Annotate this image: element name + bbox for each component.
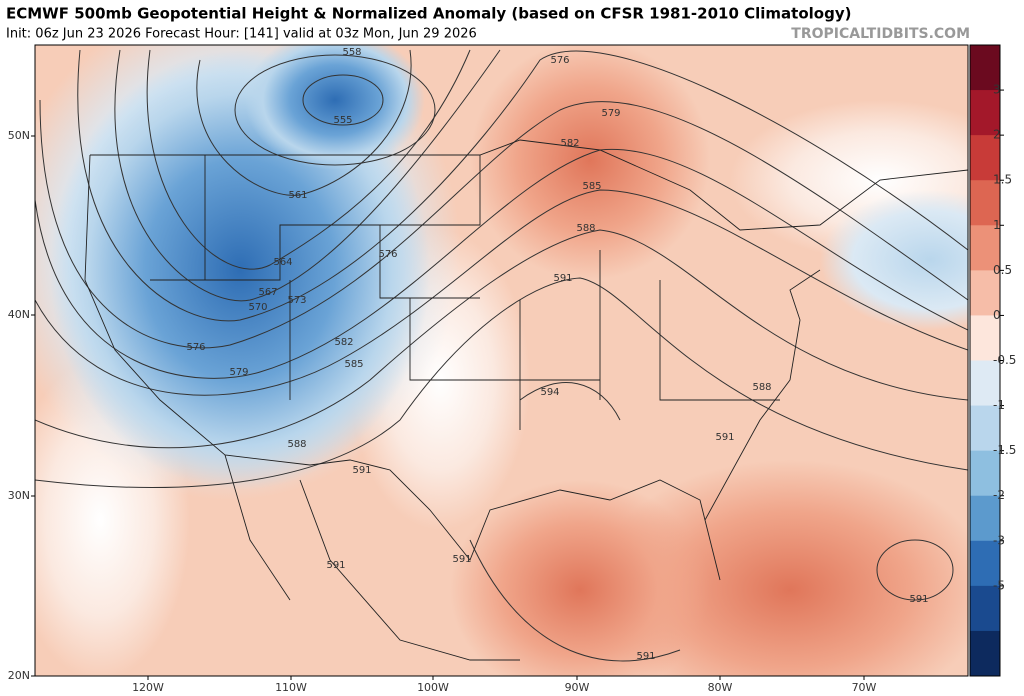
colorbar-segment	[970, 180, 1000, 226]
contour-label: 582	[560, 138, 579, 149]
contour	[35, 229, 968, 449]
colorbar-label: 0.5	[993, 263, 1012, 277]
border	[90, 139, 968, 231]
lat-label: 20N	[8, 669, 30, 682]
contour-label: 591	[909, 594, 928, 605]
lat-label: 50N	[8, 129, 30, 142]
contour	[77, 49, 968, 322]
contour	[519, 382, 621, 421]
contour-label: 579	[601, 108, 620, 119]
colorbar-label: -1	[993, 398, 1005, 412]
contour-label: 585	[582, 181, 601, 192]
border	[224, 454, 520, 661]
contour-label: 570	[248, 302, 267, 313]
lon-label: 70W	[852, 681, 877, 694]
colorbar-segment	[970, 270, 1000, 316]
anomaly-field	[820, 190, 968, 330]
contour-label: 585	[344, 359, 363, 370]
contour-label: 591	[715, 432, 734, 443]
colorbar-segment	[970, 360, 1000, 407]
colorbar-segment	[970, 90, 1000, 136]
contour-label: 588	[287, 439, 306, 450]
contour-label: 591	[636, 651, 655, 662]
contour-label: 588	[576, 223, 595, 234]
contour	[35, 277, 968, 488]
title: ECMWF 500mb Geopotential Height & Normal…	[6, 5, 851, 23]
lon-label: 120W	[132, 681, 164, 694]
colorbar-segment	[970, 450, 1000, 497]
colorbar-segment	[970, 135, 1000, 181]
subtitle: Init: 06z Jun 23 2026 Forecast Hour: [14…	[6, 27, 477, 42]
lon-label: 90W	[565, 681, 590, 694]
colorbar-segment	[970, 45, 1000, 91]
contour-label: 579	[229, 367, 248, 378]
border	[150, 155, 780, 430]
lon-label: 80W	[708, 681, 733, 694]
colorbar-label: -3	[993, 533, 1005, 547]
contour-label: 576	[550, 55, 569, 66]
colorbar: 3 2 1.5 1 0.5 0 -0.5 -1 -1.5 -2 -3 -5	[969, 44, 1016, 677]
contour-label: 591	[553, 273, 572, 284]
colorbar-segment	[970, 315, 1000, 361]
colorbar-label: -5	[993, 578, 1005, 592]
colorbar-segment	[970, 225, 1000, 271]
contour	[35, 189, 968, 396]
contour	[469, 539, 681, 662]
contour-label: 558	[342, 47, 361, 58]
lat-label: 30N	[8, 489, 30, 502]
colorbar-label: 1	[993, 218, 1001, 232]
colorbar-segment	[970, 405, 1000, 452]
colorbar-segment	[970, 585, 1000, 632]
anomaly-field	[450, 480, 710, 676]
credit: TROPICALTIDBITS.COM	[791, 26, 970, 42]
colorbar-label: 3	[993, 83, 1001, 97]
contour	[35, 148, 968, 379]
lat-label: 40N	[8, 308, 30, 321]
contour	[114, 49, 501, 302]
contour-label: 564	[273, 257, 292, 268]
colorbar-label: -1.5	[993, 443, 1016, 457]
contour	[234, 54, 436, 166]
contour-label: 591	[452, 554, 471, 565]
contour-label: 567	[258, 287, 277, 298]
contour-label: 573	[287, 295, 306, 306]
contour-label: 591	[326, 560, 345, 571]
contour	[196, 49, 412, 196]
colorbar-label: -0.5	[993, 353, 1016, 367]
contour-label: 594	[540, 387, 559, 398]
contour	[302, 74, 384, 126]
colorbar-segment	[970, 630, 1000, 677]
anomaly-field	[245, 45, 425, 170]
colorbar-label: -2	[993, 488, 1005, 502]
colorbar-label: 0	[993, 308, 1001, 322]
colorbar-segment	[970, 540, 1000, 587]
lon-label: 100W	[417, 681, 449, 694]
contour-label: 555	[333, 115, 352, 126]
colorbar-label: 1.5	[993, 173, 1012, 187]
contour-label: 576	[378, 249, 397, 260]
contour-labels: 558 555 561 564 567 570 573 576 576 579 582 585 588 5…	[186, 47, 928, 662]
contour-label: 582	[334, 337, 353, 348]
contour	[876, 539, 954, 601]
contour-label: 561	[288, 190, 307, 201]
contour-label: 588	[752, 382, 771, 393]
anomaly-field	[470, 45, 710, 280]
contour	[39, 99, 968, 349]
colorbar-segment	[970, 495, 1000, 542]
contour-label: 576	[186, 342, 205, 353]
lon-label: 110W	[275, 681, 307, 694]
contour	[146, 49, 471, 270]
colorbar-label: 2	[993, 128, 1001, 142]
contour-label: 591	[352, 465, 371, 476]
map-frame	[34, 44, 969, 677]
